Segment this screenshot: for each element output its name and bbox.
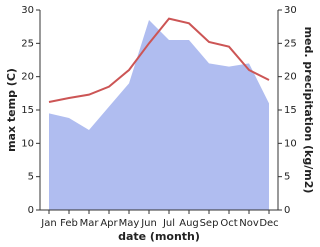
y-tick-label: 25	[21, 38, 34, 49]
x-tick-label: Jul	[162, 218, 175, 229]
y2-tick-label: 30	[284, 5, 297, 16]
x-tick-label: Mar	[80, 218, 100, 229]
y2-tick-label: 0	[284, 205, 290, 216]
x-tick-label: Nov	[239, 218, 259, 229]
y2-axis-title: med. precipitation (kg/m2)	[302, 27, 315, 194]
y-axis-title: max temp (C)	[5, 68, 18, 152]
y2-tick-label: 10	[284, 138, 297, 149]
x-tick-label: Feb	[60, 218, 78, 229]
y-tick-label: 5	[28, 172, 34, 183]
y2-tick-label: 25	[284, 38, 297, 49]
y2-tick-label: 15	[284, 105, 297, 116]
x-tick-label: Aug	[179, 218, 199, 229]
x-tick-label: Oct	[220, 218, 237, 229]
temp-line	[48, 17, 270, 103]
x-tick-label: Jun	[140, 218, 157, 229]
y-tick-label: 30	[21, 5, 34, 16]
y-tick-label: 0	[28, 205, 34, 216]
precipitation-area	[49, 20, 269, 210]
x-tick-label: Apr	[100, 218, 118, 229]
y-tick-label: 15	[21, 105, 34, 116]
x-axis-title: date (month)	[118, 230, 200, 243]
x-tick-label: May	[119, 218, 140, 229]
y2-tick-label: 20	[284, 72, 297, 83]
x-tick-label: Sep	[200, 218, 219, 229]
y2-tick-label: 5	[284, 172, 290, 183]
x-tick-label: Dec	[259, 218, 278, 229]
y-tick-label: 20	[21, 72, 34, 83]
y-tick-label: 10	[21, 138, 34, 149]
x-tick-label: Jan	[40, 218, 56, 229]
